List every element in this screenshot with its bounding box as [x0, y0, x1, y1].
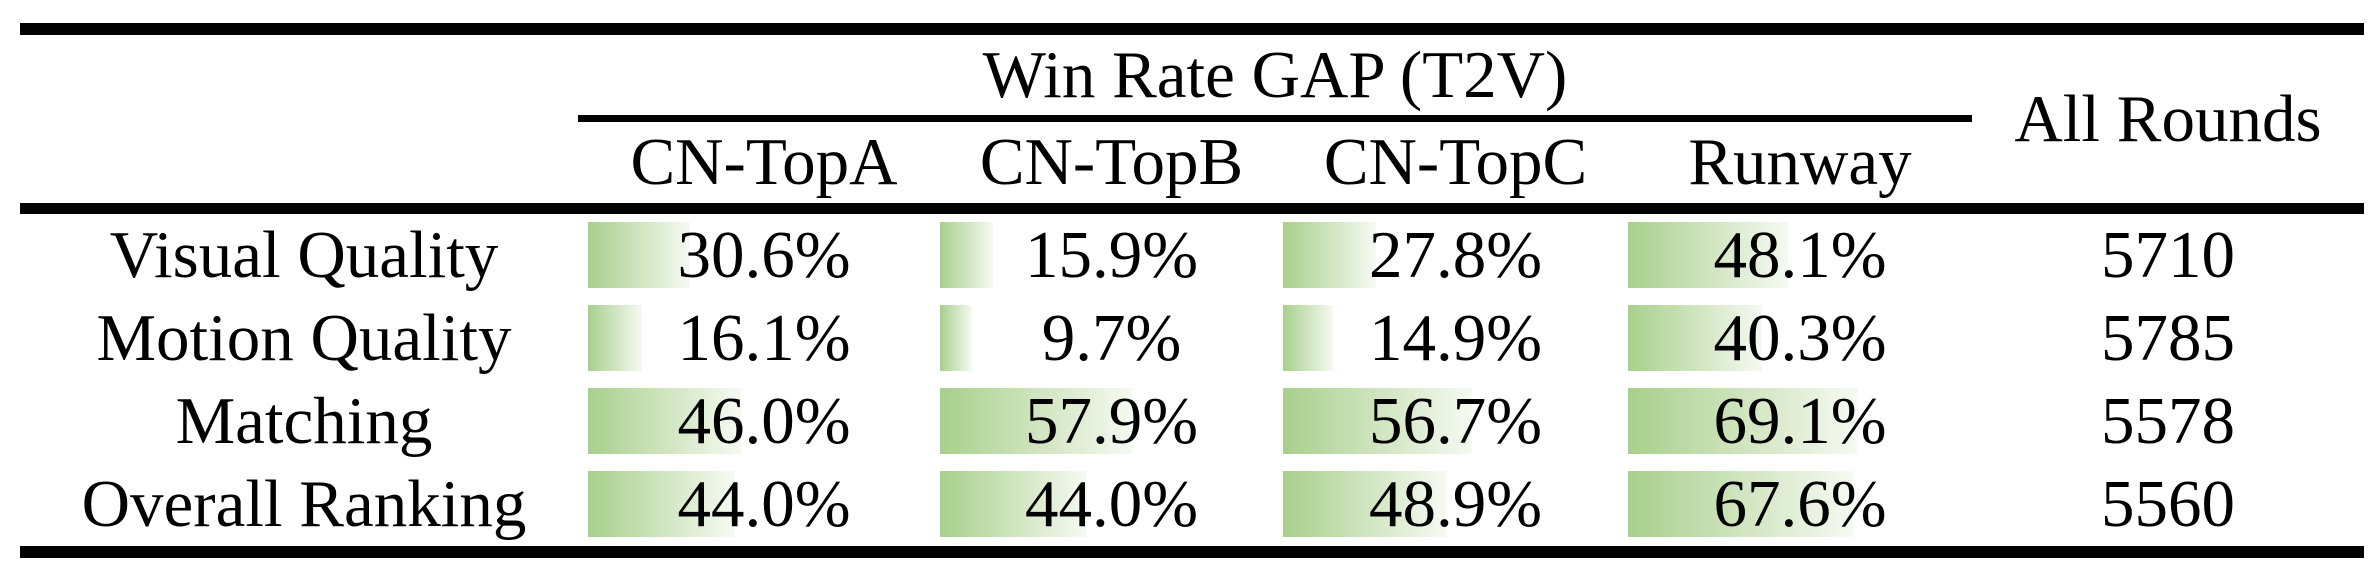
win-rate-cell: 67.6% — [1628, 463, 1972, 546]
win-rate-bar — [940, 305, 972, 371]
win-rate-value: 15.9% — [1024, 218, 1199, 292]
win-rate-bar — [1628, 305, 1762, 371]
win-rate-bar — [940, 222, 993, 288]
row-label: Matching — [175, 384, 433, 458]
row-label: Visual Quality — [109, 218, 499, 292]
bottom-rule — [20, 546, 2364, 558]
row-label: Motion Quality — [96, 301, 512, 375]
win-rate-value: 16.1% — [677, 301, 851, 375]
group-header: Win Rate GAP (T2V) — [982, 38, 1568, 112]
win-rate-value: 40.3% — [1713, 301, 1887, 375]
win-rate-value: 56.7% — [1368, 384, 1543, 458]
table-body: Visual Quality 30.6% 15.9% 27.8% 48.1% 5… — [20, 214, 2364, 546]
win-rate-value: 27.8% — [1368, 218, 1543, 292]
win-rate-bar — [1628, 222, 1788, 288]
win-rate-cell: 16.1% — [588, 297, 940, 380]
group-header-rule — [578, 115, 1972, 122]
win-rate-bar — [1628, 471, 1853, 537]
win-rate-value: 48.9% — [1368, 467, 1543, 541]
table-row: Motion Quality 16.1% 9.7% 14.9% 40.3% 57… — [20, 297, 2364, 380]
header-body-rule — [20, 203, 2364, 214]
table-row: Overall Ranking 44.0% 44.0% 48.9% 67.6% … — [20, 463, 2364, 546]
win-rate-cell: 14.9% — [1283, 297, 1628, 380]
column-header-cn-topb: CN-TopB — [979, 125, 1244, 199]
win-rate-value: 48.1% — [1713, 218, 1887, 292]
win-rate-cell: 48.9% — [1283, 463, 1628, 546]
win-rate-bar — [588, 471, 735, 537]
top-rule — [20, 23, 2364, 35]
win-rate-cell: 56.7% — [1283, 380, 1628, 463]
win-rate-cell: 69.1% — [1628, 380, 1972, 463]
column-header-all-rounds: All Rounds — [2014, 82, 2322, 156]
win-rate-bar — [940, 388, 1133, 454]
win-rate-value: 67.6% — [1713, 467, 1887, 541]
win-rate-value: 46.0% — [677, 384, 851, 458]
win-rate-bar — [588, 388, 741, 454]
win-rate-bar — [1283, 471, 1446, 537]
win-rate-bar — [940, 471, 1087, 537]
column-header-cn-topc: CN-TopC — [1323, 125, 1588, 199]
win-rate-bar — [1283, 388, 1472, 454]
win-rate-bar — [1283, 222, 1376, 288]
win-rate-bar — [1283, 305, 1333, 371]
win-rate-value: 57.9% — [1024, 384, 1199, 458]
table-row: Visual Quality 30.6% 15.9% 27.8% 48.1% 5… — [20, 214, 2364, 297]
win-rate-value: 44.0% — [677, 467, 851, 541]
win-rate-cell: 40.3% — [1628, 297, 1972, 380]
column-header-runway: Runway — [1688, 125, 1912, 199]
win-rate-value: 44.0% — [1024, 467, 1199, 541]
win-rate-cell: 44.0% — [588, 463, 940, 546]
win-rate-cell: 57.9% — [940, 380, 1283, 463]
win-rate-cell: 9.7% — [940, 297, 1283, 380]
win-rate-cell: 44.0% — [940, 463, 1283, 546]
win-rate-value: 9.7% — [1041, 301, 1182, 375]
win-rate-cell: 46.0% — [588, 380, 940, 463]
win-rate-cell: 27.8% — [1283, 214, 1628, 297]
win-rate-value: 14.9% — [1368, 301, 1543, 375]
win-rate-value: 69.1% — [1713, 384, 1887, 458]
win-rate-cell: 48.1% — [1628, 214, 1972, 297]
table-row: Matching 46.0% 57.9% 56.7% 69.1% 5578 — [20, 380, 2364, 463]
all-rounds-value: 5710 — [2101, 218, 2235, 292]
all-rounds-value: 5578 — [2101, 384, 2235, 458]
win-rate-bar — [588, 305, 642, 371]
win-rate-cell: 15.9% — [940, 214, 1283, 297]
win-rate-value: 30.6% — [677, 218, 851, 292]
win-rate-bar — [1628, 388, 1858, 454]
all-rounds-value: 5560 — [2101, 467, 2235, 541]
win-rate-bar — [588, 222, 690, 288]
all-rounds-value: 5785 — [2101, 301, 2235, 375]
column-header-cn-topa: CN-TopA — [630, 125, 898, 199]
row-label: Overall Ranking — [81, 467, 527, 541]
win-rate-cell: 30.6% — [588, 214, 940, 297]
